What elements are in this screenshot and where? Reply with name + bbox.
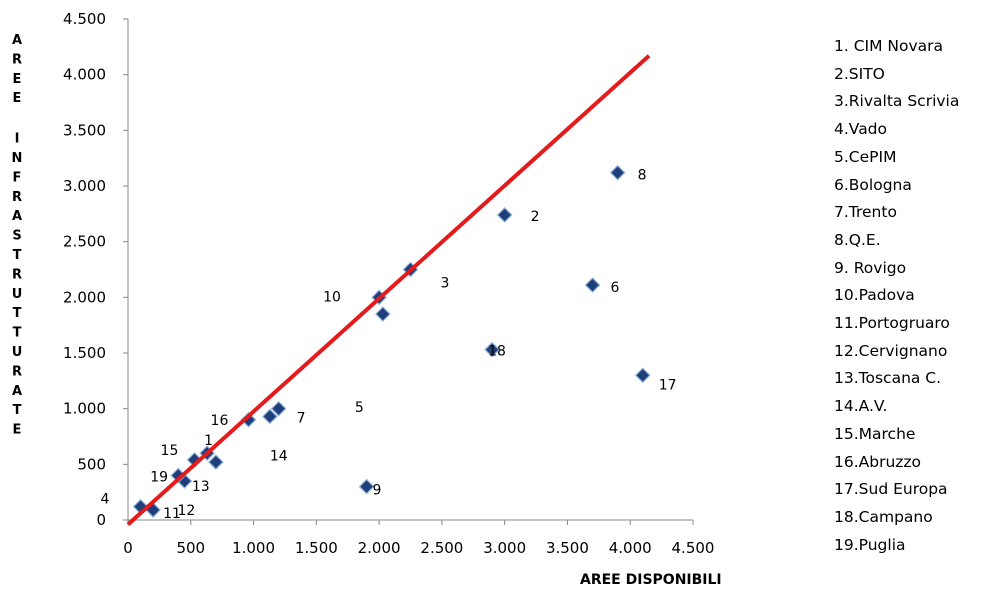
legend-item: 18.Campano [834, 507, 933, 526]
data-point-label: 16 [211, 413, 229, 429]
data-point-label: 9 [373, 483, 382, 499]
y-tick-label: 3.000 [63, 177, 106, 195]
data-point-label: 17 [659, 377, 677, 393]
data-point-marker [375, 306, 391, 322]
data-point-label: 1 [204, 433, 213, 449]
y-tick-label: 1.500 [63, 344, 106, 362]
data-point-label: 12 [178, 503, 196, 519]
legend-item: 16.Abruzzo [834, 452, 922, 471]
y-axis-title-letter: S [12, 229, 21, 244]
x-tick-label: 4.500 [672, 539, 715, 557]
data-point-label: 14 [270, 448, 288, 464]
legend-item: 2.SITO [834, 64, 885, 83]
data-point-marker [634, 367, 651, 384]
y-axis-title-letter: R [12, 267, 22, 282]
legend-item: 8.Q.E. [834, 230, 881, 249]
data-point-marker [584, 277, 601, 293]
y-tick-label: 3.500 [63, 121, 106, 139]
legend-item: 14.A.V. [834, 397, 888, 416]
y-axis-title-letter: U [12, 287, 23, 302]
data-point-marker [208, 454, 224, 470]
legend-item: 10.Padova [834, 286, 915, 305]
legend-item: 13.Toscana C. [834, 369, 942, 388]
data-point-label: 19 [150, 469, 168, 485]
y-tick-label: 0 [96, 511, 106, 529]
data-point-label: 3 [441, 276, 450, 292]
y-axis-title-letter: E [13, 72, 22, 87]
legend: 1. CIM Novara 2.SITO 3.Rivalta Scrivia 4.Va… [834, 33, 984, 559]
y-axis-title-letter: U [12, 345, 23, 360]
data-point-marker [358, 478, 375, 495]
data-point-label: 15 [161, 443, 179, 459]
x-tick-label: 3.500 [546, 539, 589, 557]
y-axis-title-letter: A [12, 209, 22, 224]
y-axis-title-letter: F [13, 170, 22, 185]
x-tick-label: 1.500 [295, 539, 338, 557]
legend-item: 4.Vado [834, 120, 888, 139]
y-axis-title-letter: R [12, 364, 22, 379]
data-points [132, 164, 651, 518]
y-tick-label: 2.000 [63, 288, 106, 306]
x-tick-label: 4.000 [609, 539, 652, 557]
data-point-label: 6 [611, 280, 620, 296]
y-tick-label: 4.500 [63, 10, 106, 28]
y-axis-title-letter: T [13, 403, 22, 418]
legend-item: 9. Rovigo [834, 258, 907, 277]
y-tick-label: 1.000 [63, 400, 106, 418]
legend-item: 3.Rivalta Scrivia [834, 92, 960, 111]
y-axis-title-letter: A [12, 33, 22, 48]
data-point-label: 2 [531, 209, 540, 225]
y-axis-title-letter: R [12, 190, 22, 205]
legend-item: 6.Bologna [834, 175, 912, 194]
data-point-label: 18 [488, 344, 506, 360]
y-axis-title-letter: N [12, 151, 23, 166]
data-point-marker [262, 408, 278, 425]
data-point-label: 8 [638, 168, 647, 184]
legend-item: 7.Trento [834, 203, 897, 222]
legend-item: 19.Puglia [834, 535, 906, 554]
data-point-label: 11 [163, 506, 181, 522]
x-tick-label: 0 [123, 539, 133, 557]
chart-axes: 0 500 1.000 1.500 2.000 2.500 3.000 3.500 4.000 4… [63, 10, 714, 557]
y-tick-label: 2.500 [63, 233, 106, 251]
y-axis-title-letter: T [13, 248, 22, 263]
data-point-label: 13 [192, 479, 210, 495]
legend-item: 12.Cervignano [834, 341, 948, 360]
y-axis-title-letter: R [12, 52, 22, 67]
data-point-marker [240, 411, 257, 428]
y-axis-title-letter: E [13, 423, 22, 438]
y-axis-title-letter: A [12, 384, 22, 399]
x-tick-label: 3.000 [483, 539, 526, 557]
y-tick-label: 4.000 [63, 66, 106, 84]
y-axis-title-letter: T [13, 306, 22, 321]
data-point-marker [496, 207, 513, 223]
legend-item: 11.Portogruaro [834, 314, 950, 333]
data-point-marker [609, 164, 626, 181]
data-point-label: 4 [101, 492, 110, 508]
data-point-marker [270, 400, 287, 417]
x-tick-label: 2.500 [420, 539, 463, 557]
y-axis-title-letter: T [13, 326, 22, 341]
x-axis-title: AREE DISPONIBILI [580, 572, 722, 588]
data-point-label: 5 [355, 400, 364, 416]
legend-item: 5.CePIM [834, 147, 897, 166]
legend-item: 15.Marche [834, 424, 916, 443]
data-point-label: 10 [323, 289, 341, 305]
x-tick-label: 1.000 [232, 539, 275, 557]
x-tick-label: 500 [176, 539, 205, 557]
y-axis-title-letter: E [13, 91, 22, 106]
trendline [126, 54, 651, 526]
trendline-group [126, 54, 651, 526]
legend-item: 17.Sud Europa [834, 480, 948, 499]
x-tick-label: 2.000 [358, 539, 401, 557]
data-point-label: 7 [297, 411, 306, 427]
y-axis-title-letter: I [15, 132, 20, 147]
legend-item: 1. CIM Novara [834, 37, 944, 55]
data-point-marker [484, 341, 500, 358]
y-tick-label: 500 [77, 455, 106, 473]
